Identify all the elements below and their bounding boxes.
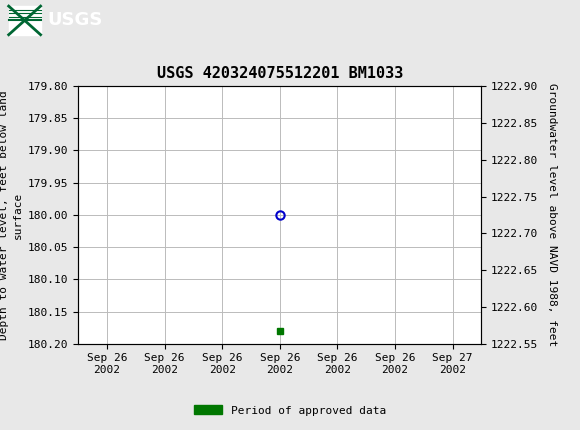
Legend: Period of approved data: Period of approved data — [190, 401, 390, 420]
Title: USGS 420324075512201 BM1033: USGS 420324075512201 BM1033 — [157, 66, 403, 81]
Y-axis label: Groundwater level above NAVD 1988, feet: Groundwater level above NAVD 1988, feet — [547, 83, 557, 347]
Bar — [9, 6, 41, 35]
Y-axis label: Depth to water level, feet below land
surface: Depth to water level, feet below land su… — [0, 90, 23, 340]
Text: USGS: USGS — [48, 12, 103, 29]
